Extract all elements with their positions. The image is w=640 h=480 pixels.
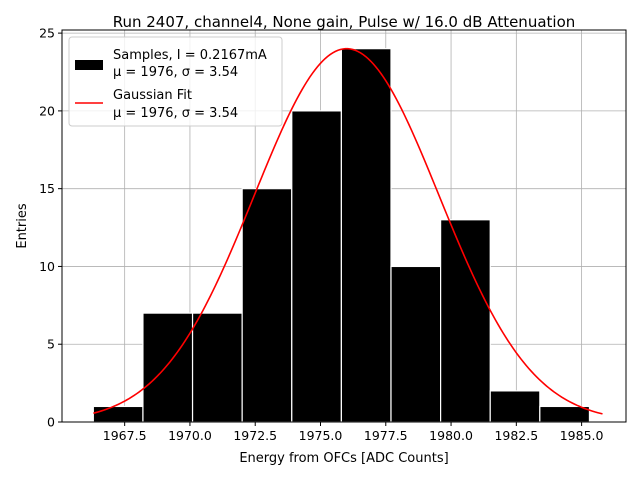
histogram-bar [142, 312, 194, 423]
y-tick-label: 10 [39, 259, 55, 274]
legend-fit-stats: μ = 1976, σ = 3.54 [113, 106, 238, 121]
legend: Samples, I = 0.2167mA μ = 1976, σ = 3.54… [68, 36, 283, 127]
legend-fit-label: Gaussian Fit [113, 88, 192, 103]
x-tick-label: 1967.5 [103, 428, 147, 443]
y-axis-ticks: 0 5 10 15 20 25 [39, 26, 62, 430]
legend-box [68, 36, 283, 127]
y-tick-label: 20 [39, 103, 55, 118]
histogram-bar [92, 405, 144, 423]
y-tick-label: 25 [39, 26, 55, 41]
y-axis-label: Entries [15, 203, 30, 249]
histogram-bar [440, 219, 491, 423]
histogram-bar [390, 265, 442, 423]
histogram-bars [92, 48, 591, 423]
histogram-bar [489, 390, 541, 423]
gaussian-fit-line [93, 47, 603, 415]
histogram-bar [191, 312, 243, 423]
histogram-bar [539, 405, 591, 423]
legend-samples-stats: μ = 1976, σ = 3.54 [113, 65, 238, 80]
x-axis-ticks: 1967.5 1970.0 1972.5 1975.0 1977.5 1980.0 1982… [103, 422, 604, 443]
histogram-bar [340, 48, 392, 423]
legend-samples-label: Samples, I = 0.2167mA [113, 48, 267, 63]
x-tick-label: 1985.0 [560, 428, 604, 443]
x-axis-label: Energy from OFCs [ADC Counts] [239, 451, 448, 466]
histogram-bar [241, 188, 293, 423]
plot-frame [61, 29, 627, 423]
x-tick-label: 1975.0 [299, 428, 343, 443]
y-tick-label: 5 [47, 337, 55, 352]
histogram-bar [291, 110, 342, 423]
y-tick-label: 0 [47, 415, 55, 430]
x-tick-label: 1982.5 [494, 428, 538, 443]
chart-title: Run 2407, channel4, None gain, Pulse w/ … [113, 13, 576, 31]
x-tick-label: 1972.5 [233, 428, 277, 443]
y-tick-label: 15 [39, 181, 55, 196]
x-tick-label: 1980.0 [429, 428, 473, 443]
x-tick-label: 1977.5 [364, 428, 408, 443]
legend-samples-swatch [75, 60, 103, 70]
x-tick-label: 1970.0 [168, 428, 212, 443]
